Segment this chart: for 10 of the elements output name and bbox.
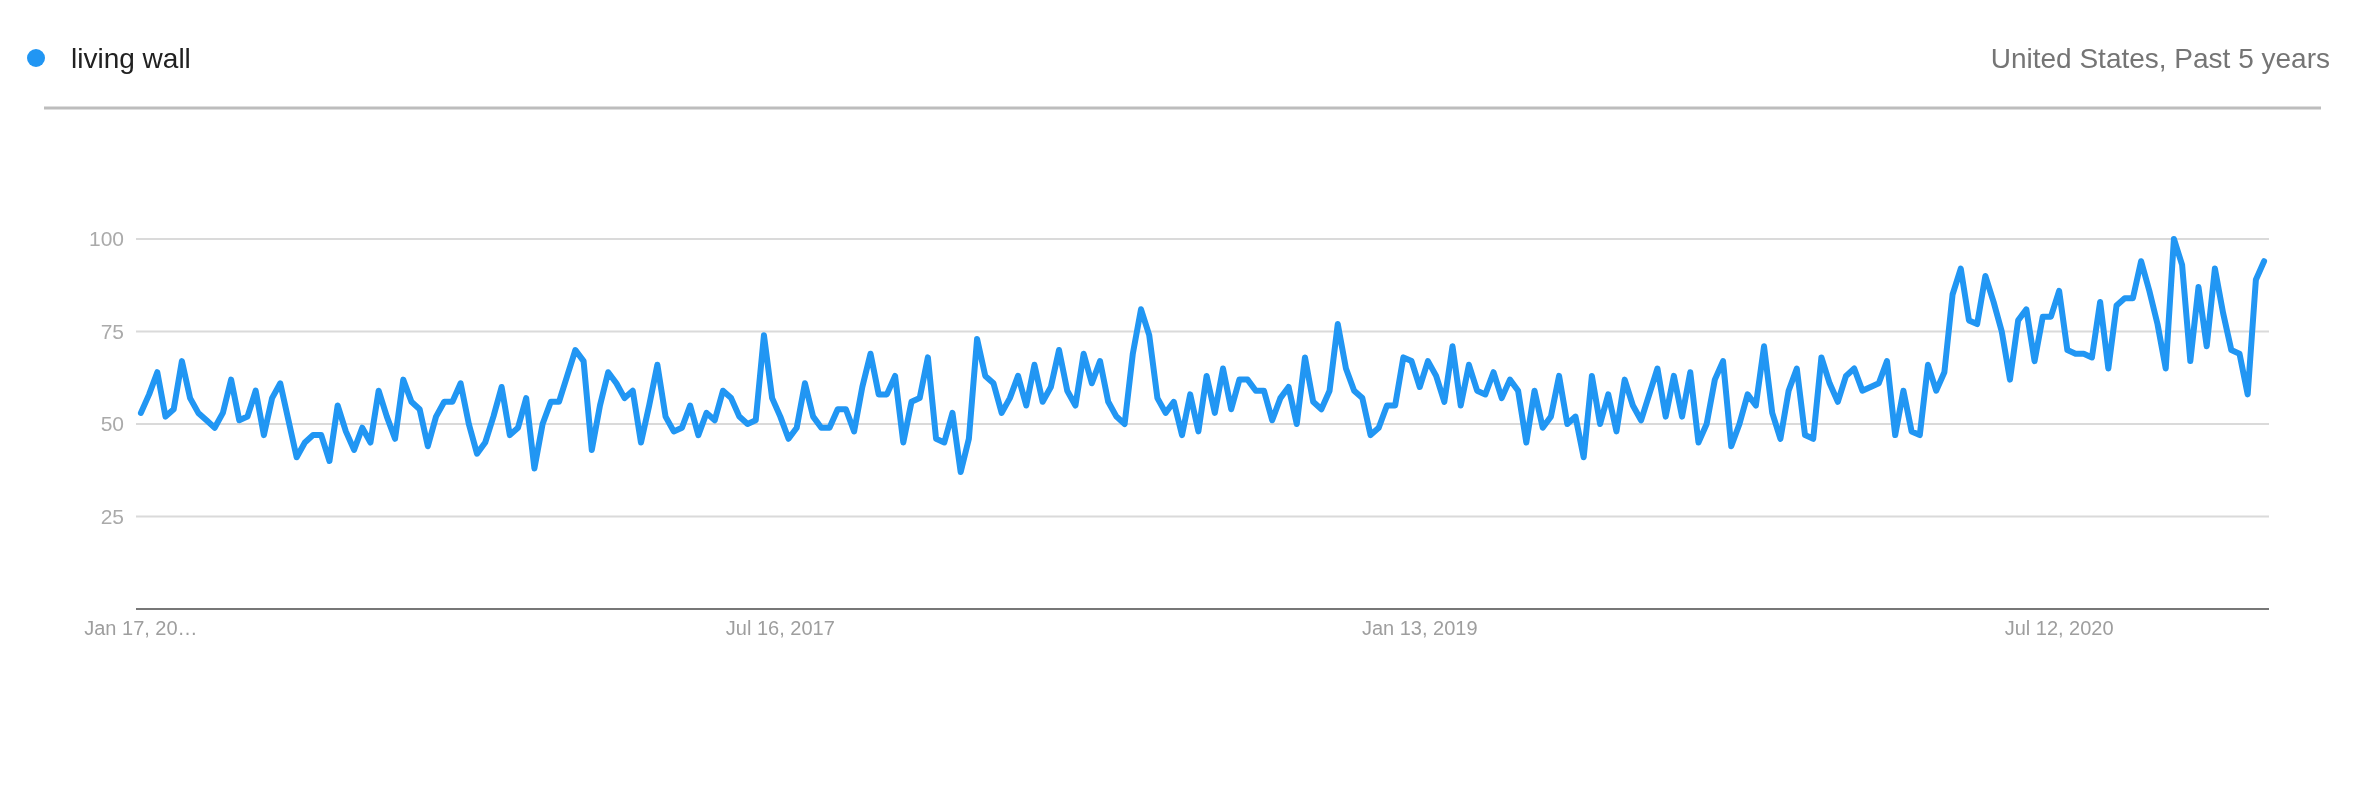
y-tick-label: 50: [100, 412, 124, 436]
legend-label: living wall: [71, 42, 191, 74]
x-tick-label: Jan 17, 20…: [84, 617, 198, 639]
y-tick-label: 100: [88, 227, 124, 251]
y-tick-label: 75: [100, 319, 124, 343]
x-tick-label: Jul 12, 2020: [2004, 617, 2114, 639]
y-tick-label: 25: [100, 504, 124, 528]
x-tick-label: Jul 16, 2017: [725, 617, 835, 639]
x-tick-label: Jan 13, 2019: [1361, 617, 1478, 639]
chart-subtitle: United States, Past 5 years: [1990, 42, 2330, 74]
